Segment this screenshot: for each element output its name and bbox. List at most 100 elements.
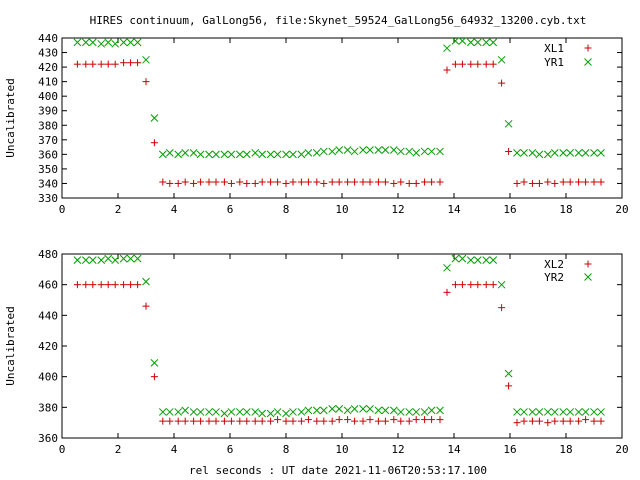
data-point-yr1 <box>282 150 290 159</box>
data-point-yr1 <box>559 149 568 157</box>
data-point-yr1 <box>405 147 414 156</box>
data-point-yr1 <box>174 150 183 159</box>
data-point-xl1 <box>505 147 513 155</box>
data-point-yr2 <box>119 254 128 263</box>
data-point-yr2 <box>142 277 150 286</box>
data-point-yr1 <box>227 150 236 159</box>
data-point-yr1 <box>350 147 359 156</box>
data-point-yr1 <box>81 38 90 47</box>
bottom-x-axis: 0 2 4 6 8 10 12 14 16 18 20 <box>59 254 629 456</box>
data-point-yr1 <box>566 149 575 157</box>
bottom-x-tick-label: 14 <box>447 443 461 456</box>
data-point-xl1 <box>236 178 244 186</box>
data-point-yr2 <box>443 263 451 272</box>
data-point-xl1 <box>575 178 583 186</box>
data-point-xl2 <box>390 416 398 424</box>
data-point-xl1 <box>227 179 235 187</box>
data-point-xl1 <box>111 60 119 68</box>
data-point-yr2 <box>590 408 598 416</box>
data-point-xl1 <box>150 139 158 147</box>
top-y-tick-label: 430 <box>38 47 58 60</box>
data-point-xl1 <box>282 179 290 187</box>
data-point-xl2 <box>544 419 552 427</box>
data-point-xl1 <box>174 179 182 187</box>
data-point-yr1 <box>251 149 260 157</box>
data-point-yr2 <box>266 409 275 418</box>
data-point-yr1 <box>513 149 521 157</box>
data-point-xl2 <box>82 281 90 289</box>
data-point-yr2 <box>458 254 467 263</box>
data-point-xl2 <box>282 417 290 425</box>
data-point-yr2 <box>81 256 90 264</box>
data-point-yr2 <box>543 408 552 416</box>
data-point-xl1 <box>366 178 374 186</box>
data-point-xl1 <box>458 60 466 68</box>
data-point-xl1 <box>482 60 490 68</box>
data-point-yr2 <box>104 254 113 263</box>
data-point-yr2 <box>436 406 444 415</box>
data-point-xl2 <box>412 416 420 424</box>
data-point-yr1 <box>165 149 174 157</box>
data-point-xl1 <box>566 178 574 186</box>
top-legend[interactable]: XL1 YR1 <box>544 42 592 69</box>
data-point-yr2 <box>420 408 429 416</box>
data-point-xl1 <box>535 179 543 187</box>
data-point-yr2 <box>513 408 521 416</box>
bottom-legend[interactable]: XL2 YR2 <box>544 258 592 284</box>
data-point-yr1 <box>97 39 106 48</box>
data-point-yr2 <box>412 408 421 416</box>
data-point-xl2 <box>174 417 182 425</box>
data-point-xl2 <box>482 281 490 289</box>
data-point-yr2 <box>88 256 97 264</box>
data-point-xl1 <box>344 178 352 186</box>
data-point-xl1 <box>474 60 482 68</box>
data-point-xl2 <box>297 417 305 425</box>
data-point-xl2 <box>111 281 119 289</box>
bottom-y-tick-label: 420 <box>38 340 58 353</box>
data-point-xl1 <box>451 60 459 68</box>
data-point-xl1 <box>220 178 228 186</box>
data-point-yr1 <box>543 150 552 159</box>
data-point-yr2 <box>328 405 337 413</box>
data-point-xl2 <box>212 417 220 425</box>
data-point-xl2 <box>498 304 506 312</box>
data-point-yr1 <box>220 150 229 159</box>
data-point-yr2 <box>258 409 267 418</box>
data-point-xl2 <box>190 417 198 425</box>
data-point-yr2 <box>312 406 321 415</box>
data-point-xl2 <box>590 417 598 425</box>
data-point-yr2 <box>374 406 383 415</box>
data-point-yr2 <box>282 409 290 418</box>
data-point-yr1 <box>158 150 167 159</box>
data-point-yr1 <box>451 37 460 45</box>
data-point-yr1 <box>119 38 128 47</box>
data-point-xl2 <box>243 417 251 425</box>
data-point-xl2 <box>335 416 343 424</box>
data-point-yr2 <box>350 405 359 413</box>
data-point-yr1 <box>420 147 429 156</box>
data-point-yr2 <box>196 408 205 416</box>
data-point-yr2 <box>242 408 251 416</box>
data-point-yr1 <box>297 150 306 159</box>
data-point-yr2 <box>289 408 297 416</box>
bottom-x-tick-label: 12 <box>391 443 404 456</box>
data-point-xl2 <box>397 417 405 425</box>
data-point-xl1 <box>544 178 552 186</box>
data-point-xl2 <box>458 281 466 289</box>
data-point-yr1 <box>328 147 337 156</box>
data-point-yr1 <box>466 38 475 47</box>
data-point-yr1 <box>497 55 506 64</box>
data-point-yr1 <box>574 149 583 157</box>
data-point-xl1 <box>597 178 605 186</box>
data-point-yr2 <box>73 256 82 264</box>
data-point-xl2 <box>443 288 451 296</box>
data-point-xl1 <box>390 179 398 187</box>
data-point-yr1 <box>473 38 482 47</box>
top-y-tick-label: 370 <box>38 134 58 147</box>
data-point-xl1 <box>374 178 382 186</box>
data-point-yr1 <box>581 149 590 157</box>
data-point-xl1 <box>489 60 497 68</box>
data-point-yr1 <box>436 147 444 156</box>
